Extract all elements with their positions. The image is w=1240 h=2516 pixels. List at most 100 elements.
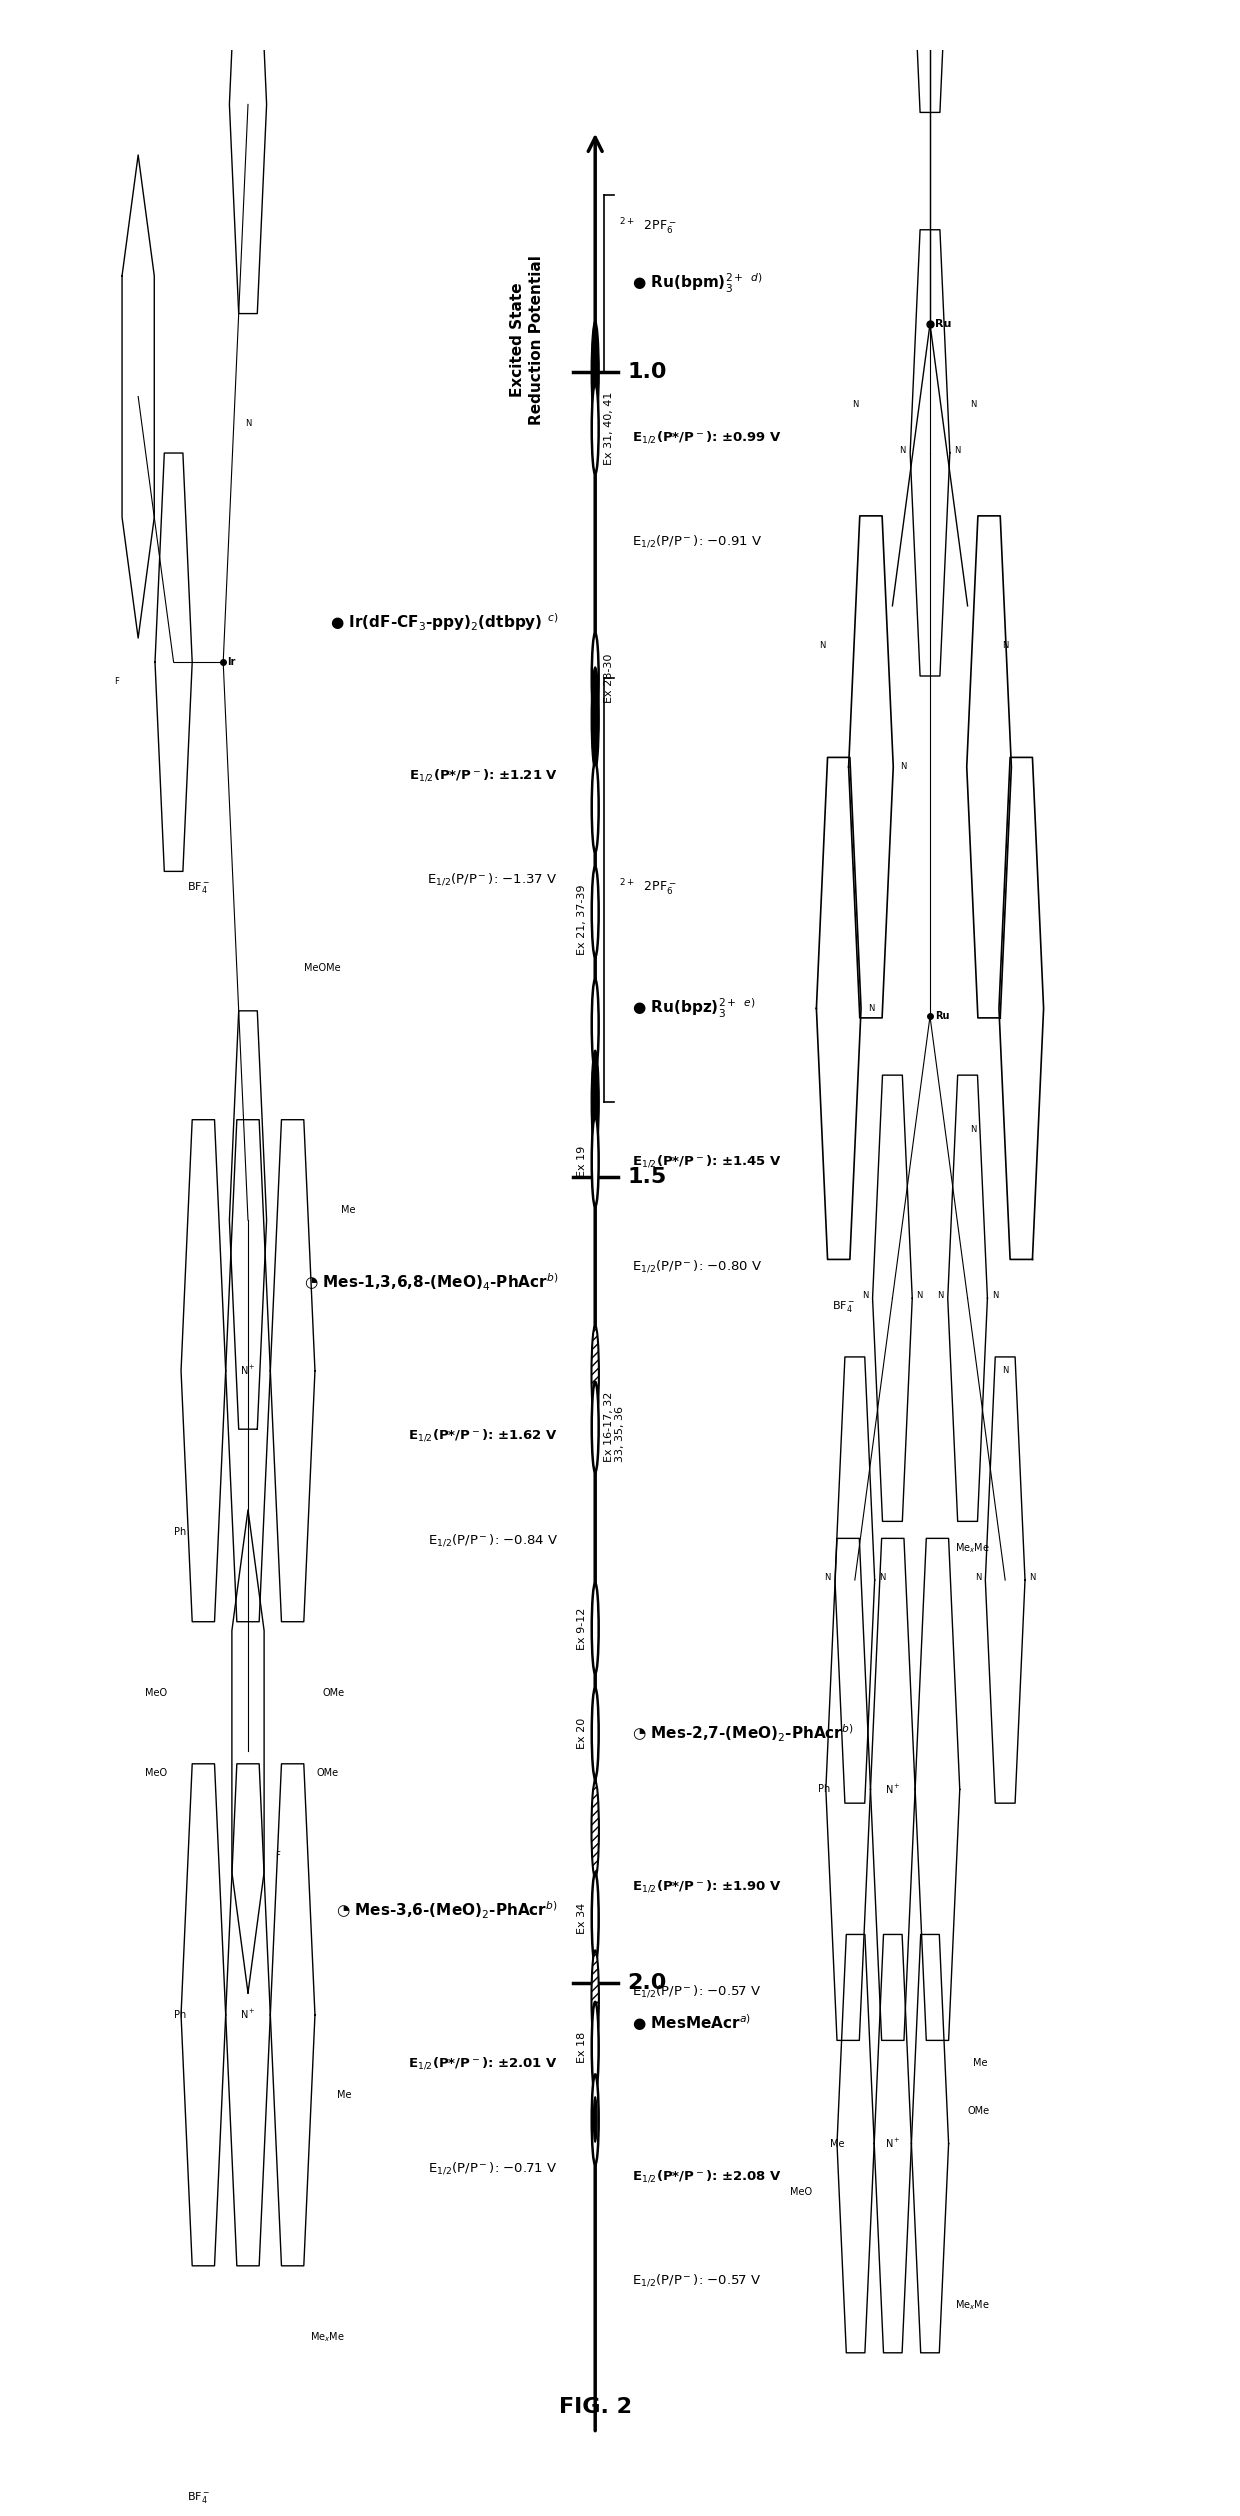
- Text: Me: Me: [830, 2139, 844, 2149]
- Text: E$_{1/2}$(P/P$^-$): −0.84 V: E$_{1/2}$(P/P$^-$): −0.84 V: [428, 1532, 558, 1547]
- Text: MeOMe: MeOMe: [304, 964, 341, 974]
- Text: Ex 28-30: Ex 28-30: [604, 654, 614, 702]
- Text: Ex 21, 37-39: Ex 21, 37-39: [577, 886, 587, 956]
- Text: 2.0: 2.0: [627, 1973, 667, 1993]
- Text: E$_{1/2}$(P*/P$^-$): ±2.01 V: E$_{1/2}$(P*/P$^-$): ±2.01 V: [408, 2056, 558, 2071]
- Text: BF$_4^-$: BF$_4^-$: [832, 1298, 854, 1313]
- Text: F: F: [114, 677, 119, 687]
- Circle shape: [591, 322, 599, 423]
- Text: Ir: Ir: [227, 657, 236, 667]
- Text: E$_{1/2}$(P*/P$^-$): ±0.99 V: E$_{1/2}$(P*/P$^-$): ±0.99 V: [632, 428, 782, 445]
- Circle shape: [591, 1781, 599, 1877]
- Text: N: N: [244, 420, 252, 428]
- Circle shape: [591, 1688, 599, 1779]
- Circle shape: [591, 1381, 599, 1472]
- Text: MeO: MeO: [145, 1769, 167, 1779]
- Text: 1.5: 1.5: [627, 1167, 667, 1188]
- Text: E$_{1/2}$(P/P$^-$): −0.91 V: E$_{1/2}$(P/P$^-$): −0.91 V: [632, 533, 763, 548]
- Circle shape: [591, 1872, 599, 1962]
- Text: E$_{1/2}$(P/P$^-$): −0.57 V: E$_{1/2}$(P/P$^-$): −0.57 V: [632, 1983, 761, 1998]
- Text: Me$_x$Me: Me$_x$Me: [310, 2330, 345, 2345]
- Text: Ex 18: Ex 18: [577, 2030, 587, 2063]
- Text: N$^+$: N$^+$: [241, 1364, 255, 1376]
- Text: N: N: [852, 400, 858, 408]
- Text: Ph: Ph: [174, 1527, 186, 1537]
- Text: $^{2+}$  2PF$_6^-$: $^{2+}$ 2PF$_6^-$: [619, 878, 676, 898]
- Text: N$^+$: N$^+$: [885, 2136, 900, 2151]
- Text: 1.0: 1.0: [627, 362, 667, 382]
- Text: N: N: [937, 1291, 944, 1301]
- Circle shape: [594, 2096, 596, 2141]
- Text: OMe: OMe: [316, 1769, 339, 1779]
- Text: Ex 9-12: Ex 9-12: [577, 1608, 587, 1650]
- Text: N: N: [975, 1572, 981, 1583]
- Circle shape: [591, 1326, 599, 1422]
- Text: N: N: [899, 445, 906, 455]
- Text: MeO: MeO: [790, 2186, 812, 2196]
- Text: E$_{1/2}$(P/P$^-$): −0.80 V: E$_{1/2}$(P/P$^-$): −0.80 V: [632, 1258, 763, 1273]
- Text: Me: Me: [341, 1205, 356, 1215]
- Text: Ph: Ph: [174, 2010, 186, 2020]
- Text: Me: Me: [337, 2091, 352, 2101]
- Circle shape: [591, 2003, 599, 2093]
- Text: Ex 34: Ex 34: [577, 1902, 587, 1935]
- Text: BF$_4^-$: BF$_4^-$: [187, 2491, 210, 2506]
- Circle shape: [591, 634, 599, 725]
- Text: $^{2+}$  2PF$_6^-$: $^{2+}$ 2PF$_6^-$: [619, 216, 676, 237]
- Circle shape: [591, 979, 599, 1069]
- Circle shape: [591, 667, 599, 770]
- Text: N$^+$: N$^+$: [241, 2008, 255, 2020]
- Text: E$_{1/2}$(P/P$^-$): −0.57 V: E$_{1/2}$(P/P$^-$): −0.57 V: [632, 2272, 761, 2290]
- Text: E$_{1/2}$(P*/P$^-$): ±1.62 V: E$_{1/2}$(P*/P$^-$): ±1.62 V: [408, 1427, 558, 1444]
- Circle shape: [591, 1950, 599, 2048]
- Text: N: N: [868, 1004, 874, 1014]
- Text: E$_{1/2}$(P*/P$^-$): ±2.08 V: E$_{1/2}$(P*/P$^-$): ±2.08 V: [632, 2169, 782, 2184]
- Text: ◔ Mes-3,6-(MeO)$_2$-PhAcr$^{b)}$: ◔ Mes-3,6-(MeO)$_2$-PhAcr$^{b)}$: [336, 1900, 558, 1920]
- Circle shape: [591, 866, 599, 956]
- Text: Me$_x$Me: Me$_x$Me: [955, 2297, 990, 2312]
- Text: E$_{1/2}$(P/P$^-$): −1.37 V: E$_{1/2}$(P/P$^-$): −1.37 V: [428, 871, 558, 888]
- Circle shape: [591, 1117, 599, 1208]
- Text: Ex 16-17, 32
33, 35, 36: Ex 16-17, 32 33, 35, 36: [604, 1391, 625, 1462]
- Circle shape: [591, 1583, 599, 1673]
- Text: Excited State
Reduction Potential: Excited State Reduction Potential: [510, 254, 544, 425]
- Text: Ru: Ru: [935, 320, 951, 330]
- Text: ● Ru(bpz)$_3^{2+}$ $^{e)}$: ● Ru(bpz)$_3^{2+}$ $^{e)}$: [632, 996, 756, 1019]
- Text: Ex 31, 40, 41: Ex 31, 40, 41: [604, 392, 614, 465]
- Circle shape: [591, 2073, 599, 2164]
- Text: Ru: Ru: [935, 1011, 950, 1021]
- Text: E$_{1/2}$(P*/P$^-$): ±1.21 V: E$_{1/2}$(P*/P$^-$): ±1.21 V: [409, 767, 558, 782]
- Text: F: F: [275, 1852, 280, 1859]
- Text: BF$_4^-$: BF$_4^-$: [187, 881, 210, 896]
- Circle shape: [591, 382, 599, 473]
- Text: ◔ Mes-1,3,6,8-(MeO)$_4$-PhAcr$^{b)}$: ◔ Mes-1,3,6,8-(MeO)$_4$-PhAcr$^{b)}$: [304, 1271, 558, 1293]
- Text: ● Ru(bpm)$_3^{2+}$ $^{d)}$: ● Ru(bpm)$_3^{2+}$ $^{d)}$: [632, 272, 764, 294]
- Text: OMe: OMe: [967, 2106, 990, 2116]
- Text: N: N: [825, 1572, 831, 1583]
- Text: OMe: OMe: [322, 1688, 345, 1698]
- Text: N: N: [862, 1291, 868, 1301]
- Text: ◔ Mes-2,7-(MeO)$_2$-PhAcr$^{b)}$: ◔ Mes-2,7-(MeO)$_2$-PhAcr$^{b)}$: [632, 1723, 854, 1744]
- Text: N: N: [916, 1291, 923, 1301]
- Text: E$_{1/2}$(P/P$^-$): −0.71 V: E$_{1/2}$(P/P$^-$): −0.71 V: [429, 2159, 558, 2176]
- Text: Me$_x$Me: Me$_x$Me: [955, 1540, 990, 1555]
- Text: Ex 19: Ex 19: [577, 1145, 587, 1177]
- Text: N: N: [1029, 1572, 1035, 1583]
- Text: MeO: MeO: [145, 1688, 167, 1698]
- Text: FIG. 2: FIG. 2: [559, 2398, 631, 2418]
- Text: N: N: [992, 1291, 998, 1301]
- Text: N: N: [900, 762, 906, 772]
- Text: N$^+$: N$^+$: [885, 1784, 900, 1796]
- Circle shape: [591, 762, 599, 853]
- Circle shape: [591, 1049, 599, 1152]
- Text: Ph: Ph: [818, 1784, 831, 1794]
- Text: N: N: [879, 1572, 885, 1583]
- Text: N: N: [1002, 1366, 1008, 1376]
- Text: Me: Me: [973, 2058, 988, 2068]
- Text: N: N: [970, 400, 976, 408]
- Text: ● MesMeAcr$^{a)}$: ● MesMeAcr$^{a)}$: [632, 2013, 751, 2033]
- Text: E$_{1/2}$(P*/P$^-$): ±1.90 V: E$_{1/2}$(P*/P$^-$): ±1.90 V: [632, 1877, 782, 1895]
- Text: Ex 20: Ex 20: [577, 1718, 587, 1749]
- Text: E$_{1/2}$(P*/P$^-$): ±1.45 V: E$_{1/2}$(P*/P$^-$): ±1.45 V: [632, 1152, 782, 1170]
- Text: N: N: [1002, 642, 1008, 649]
